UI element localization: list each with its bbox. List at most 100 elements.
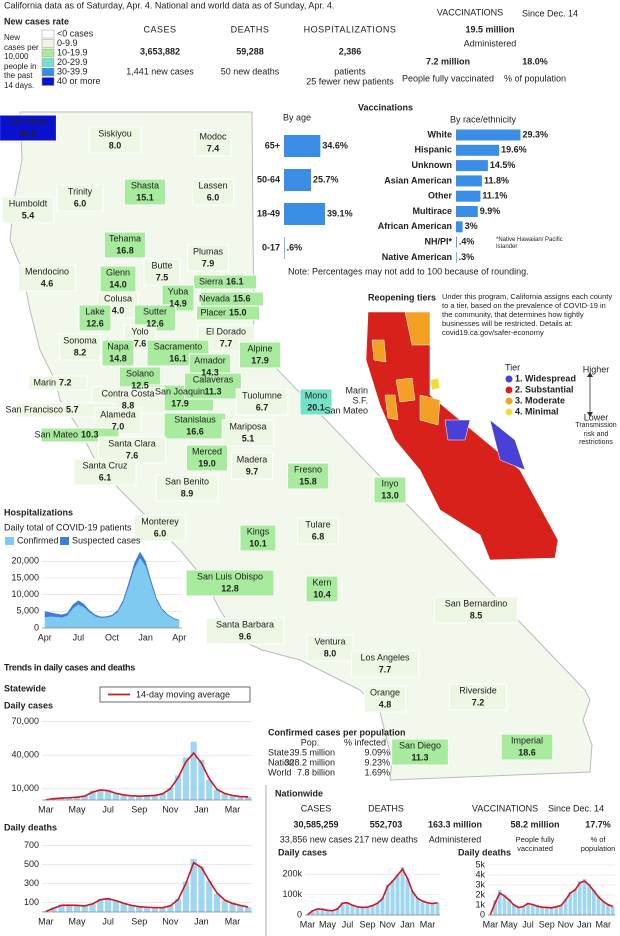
county-value: 7.6 (126, 450, 139, 460)
bar (190, 858, 197, 912)
county-name: Colusa (104, 293, 132, 303)
vacc-since: Since Dec. 14 (548, 803, 604, 813)
county-value: 10.1 (249, 538, 267, 548)
stat-sub: 1,441 new cases (126, 66, 194, 76)
county-name: Marin (33, 377, 56, 387)
bar-label: Unknown (412, 160, 453, 170)
county-name: Sutter (143, 306, 167, 316)
county-name: Merced (192, 446, 222, 456)
county-value: 12.8 (221, 583, 239, 593)
bar (190, 741, 197, 800)
county-name: Yolo (131, 326, 148, 336)
bar (136, 796, 143, 800)
moving-average-line (489, 880, 613, 915)
bar (456, 206, 478, 217)
y-tick-label: 200k (282, 869, 302, 879)
county-name: Napa (107, 341, 129, 351)
bar-value-label: .6% (287, 242, 303, 252)
bar (591, 890, 596, 915)
bar-label: Multirace (412, 206, 452, 216)
x-tick-label: Mar (595, 919, 611, 929)
bar (213, 893, 221, 912)
x-tick-label: Mar (38, 916, 54, 926)
bar-label: Hispanic (414, 145, 452, 155)
bar-value-label: 34.6% (322, 140, 348, 150)
table-cell: 39.5 million (289, 747, 335, 757)
bar (559, 905, 563, 915)
x-tick-label: Apr (172, 632, 186, 642)
county-value: 7.7 (220, 338, 233, 348)
county (56, 184, 104, 212)
county-name: Placer (200, 307, 226, 317)
chart-title: Daily deaths (4, 822, 57, 832)
legend-label: <0 cases (57, 28, 94, 38)
county-name: Sierra (199, 276, 223, 286)
bar (198, 866, 205, 912)
stat-value: 552,703 (370, 819, 403, 829)
legend-box (99, 686, 251, 703)
county-value: 6.8 (312, 531, 325, 541)
vacc-sub: People fully vaccinated (515, 835, 555, 853)
bar-label: NH/PI* (424, 236, 452, 246)
table-cell: 328.2 million (284, 757, 335, 767)
bar (582, 879, 587, 915)
bar (405, 878, 410, 915)
tier-region (429, 377, 441, 391)
y-tick-label: 20,000 (11, 556, 39, 566)
x-tick-label: Sep (131, 916, 147, 926)
bar (415, 897, 420, 915)
vacc-footnote: *Native Hawaiian/ Pacific Islander (496, 237, 563, 250)
county (1, 196, 55, 224)
bar (151, 795, 158, 800)
y-tick-label: 70,000 (11, 716, 39, 726)
county-value: 5.4 (22, 210, 35, 220)
bar (554, 906, 559, 915)
y-tick-label: 5k (475, 859, 485, 869)
bar-label: 50-64 (257, 174, 280, 184)
county-name: Contra Costa (101, 388, 154, 398)
county-name: Plumas (193, 246, 224, 256)
county-name: Del Norte (9, 116, 47, 126)
x-tick-label: Jul (342, 919, 354, 929)
legend-swatch (5, 537, 14, 545)
tier-region (419, 394, 441, 426)
bar (530, 904, 535, 915)
county-name: San Benito (165, 476, 209, 486)
county-name: Trinity (68, 186, 93, 196)
tier-map-label: San Mateo (324, 405, 368, 415)
legend-label: Confirmed (17, 535, 59, 545)
y-tick-label: 10,000 (11, 783, 39, 793)
county-value: 15.8 (299, 476, 317, 486)
bar (395, 874, 400, 915)
x-tick-label: Apr (38, 632, 52, 642)
x-tick-label: Mar (483, 919, 499, 929)
panel-bg (256, 100, 620, 285)
tier-label: 1. Widespread (515, 373, 576, 383)
table-header: Pop. (301, 737, 320, 747)
county (391, 738, 449, 766)
county-value: 12.6 (86, 318, 104, 328)
bar-label: Asian American (384, 175, 452, 185)
bar (456, 160, 488, 172)
county-name: Sacramento (154, 341, 203, 351)
bar (213, 789, 221, 800)
chart-title: Hospitalizations (4, 507, 73, 517)
vacc-value: 7.2 million (426, 56, 470, 66)
county-value: 8.5 (470, 610, 483, 620)
table-title: Confirmed cases per population (268, 727, 406, 737)
y-tick-label: 0 (480, 909, 485, 919)
county-value: 7.0 (112, 421, 125, 431)
bar-label: White (428, 129, 453, 139)
reopen-title: Reopening tiers (368, 292, 436, 302)
bar (370, 905, 375, 915)
county-name: San Mateo (34, 429, 78, 439)
county (238, 341, 282, 369)
bar (105, 791, 112, 800)
y-tick-label: 0 (297, 909, 302, 919)
county-value: 8.2 (74, 347, 87, 357)
county-value: 7.5 (156, 272, 169, 282)
x-tick-label: Jan (138, 632, 153, 642)
county-value: 6.0 (207, 192, 220, 202)
bar (320, 909, 325, 915)
county-name: Tuolumne (242, 390, 282, 400)
